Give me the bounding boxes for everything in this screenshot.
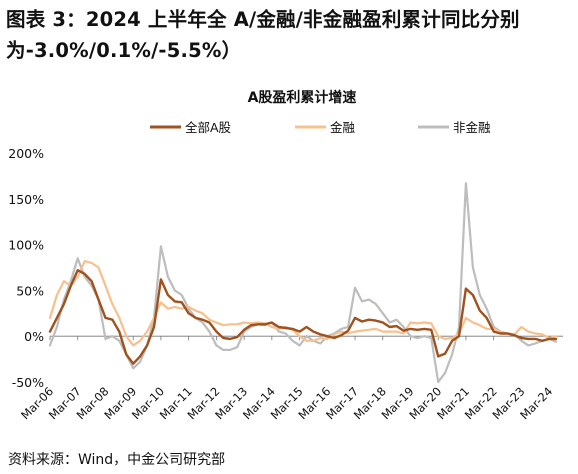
y-tick-label: 50% <box>16 283 44 298</box>
series-line-all-a <box>48 269 558 365</box>
legend-label: 非金融 <box>453 120 491 135</box>
y-tick-label: -50% <box>12 375 44 390</box>
y-tick-label: 200% <box>8 146 44 161</box>
series-line-finance <box>48 260 558 347</box>
source-note: 资料来源：Wind，中金公司研究部 <box>8 452 226 468</box>
y-tick-label: 100% <box>8 238 44 253</box>
y-tick-label: 150% <box>8 192 44 207</box>
chart-title: A股盈利累计增速 <box>248 89 357 106</box>
legend-label: 全部A股 <box>185 120 232 135</box>
chart-legend: 全部A股 金融 非金融 <box>150 120 491 135</box>
legend-label: 金融 <box>330 120 356 135</box>
figure-title: 图表 3：2024 上半年全 A/金融/非金融盈利累计同比分别为-3.0%/0.… <box>6 8 520 62</box>
y-tick-label: 0% <box>24 329 44 344</box>
chart-series <box>48 182 558 384</box>
series-line-non-finance <box>48 182 558 384</box>
